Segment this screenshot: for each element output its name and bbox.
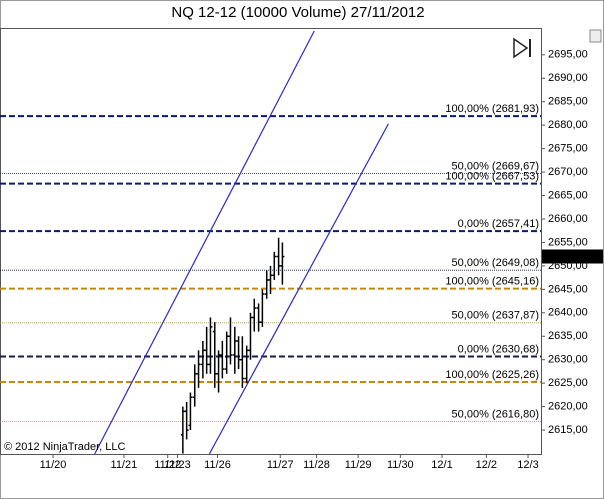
play-icon bbox=[513, 37, 531, 59]
x-tick-label: 12/2 bbox=[476, 459, 497, 471]
level-label: 50,00% (2669,67) bbox=[452, 161, 539, 173]
y-tick-label: 2695,00 bbox=[548, 49, 588, 61]
last-price-label: 2652,00 bbox=[547, 250, 587, 262]
y-tick-label: 2625,00 bbox=[548, 377, 588, 389]
x-tick-label: 12/3 bbox=[517, 459, 538, 471]
x-tick-label: 11/28 bbox=[303, 459, 330, 471]
x-tick-label: 11/22 bbox=[154, 459, 181, 471]
y-tick-label: 2655,00 bbox=[548, 236, 588, 248]
level-label: 50,00% (2616,80) bbox=[452, 409, 539, 421]
y-tick-label: 2680,00 bbox=[548, 119, 588, 131]
level-label: 50,00% (2649,08) bbox=[452, 257, 539, 269]
y-tick-label: 2635,00 bbox=[548, 330, 588, 342]
level-label: 100,00% (2645,16) bbox=[445, 276, 539, 288]
y-tick-label: 2665,00 bbox=[548, 189, 588, 201]
scroll-button[interactable] bbox=[589, 29, 602, 43]
chart-title: NQ 12-12 (10000 Volume) 27/11/2012 bbox=[171, 4, 424, 21]
trend-line bbox=[208, 123, 389, 454]
last-price-box bbox=[542, 249, 603, 264]
y-tick-label: 2630,00 bbox=[548, 354, 588, 366]
y-tick-label: 2675,00 bbox=[548, 143, 588, 155]
x-tick-label: 11/20 bbox=[40, 459, 67, 471]
y-tick-label: 2645,00 bbox=[548, 283, 588, 295]
level-label: 50,00% (2637,87) bbox=[452, 310, 539, 322]
y-tick-label: 2640,00 bbox=[548, 307, 588, 319]
level-label: 100,00% (2681,93) bbox=[445, 103, 539, 115]
play-triangle bbox=[513, 37, 529, 59]
x-tick-label: 12/1 bbox=[431, 459, 452, 471]
copyright: © 2012 NinjaTrader, LLC bbox=[4, 441, 125, 453]
y-tick-label: 2690,00 bbox=[548, 72, 588, 84]
level-label: 100,00% (2625,26) bbox=[445, 369, 539, 381]
x-tick-label: 11/23 bbox=[164, 459, 191, 471]
x-tick-label: 11/26 bbox=[204, 459, 231, 471]
level-label: 100,00% (2667,53) bbox=[445, 171, 539, 183]
x-tick-label: 11/21 bbox=[111, 459, 138, 471]
y-tick-label: 2670,00 bbox=[548, 166, 588, 178]
x-tick-label: 11/29 bbox=[345, 459, 372, 471]
y-tick-label: 2615,00 bbox=[548, 424, 588, 436]
plot-area bbox=[0, 28, 542, 455]
y-tick-label: 2660,00 bbox=[548, 213, 588, 225]
plot-layer: 100,00% (2681,93)50,00% (2669,67)100,00%… bbox=[0, 30, 541, 454]
level-label: 0,00% (2657,41) bbox=[458, 218, 539, 230]
x-tick-label: 11/30 bbox=[387, 459, 414, 471]
x-tick-label: 11/27 bbox=[267, 459, 294, 471]
level-label: 0,00% (2630,68) bbox=[458, 343, 539, 355]
y-tick-label: 2620,00 bbox=[548, 401, 588, 413]
y-tick-label: 2685,00 bbox=[548, 96, 588, 108]
trend-line bbox=[94, 30, 315, 454]
